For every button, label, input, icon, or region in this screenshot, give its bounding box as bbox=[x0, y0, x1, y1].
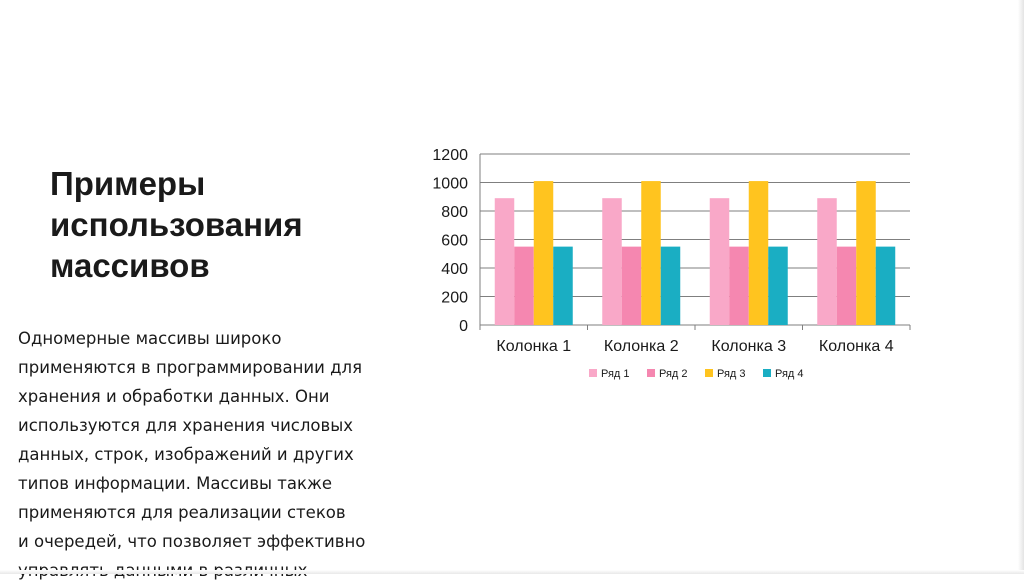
bar bbox=[836, 246, 857, 325]
x-tick-label: Колонка 2 bbox=[604, 338, 679, 355]
x-tick-label: Колонка 3 bbox=[711, 338, 786, 355]
y-tick-label: 600 bbox=[441, 233, 468, 250]
legend-swatch bbox=[763, 369, 771, 377]
slide-edge-shadow bbox=[1018, 0, 1024, 574]
bar bbox=[729, 246, 749, 325]
bar bbox=[817, 198, 837, 325]
chart-x-labels: Колонка 1 Колонка 2 Колонка 3 Колонка 4 bbox=[496, 338, 893, 355]
bar bbox=[641, 181, 661, 325]
bar bbox=[602, 198, 622, 325]
y-tick-label: 400 bbox=[441, 261, 468, 278]
y-tick-label: 200 bbox=[441, 290, 468, 307]
slide-title: Примеры использования массивов bbox=[50, 165, 303, 284]
bar bbox=[553, 246, 573, 325]
legend-swatch bbox=[705, 369, 713, 377]
bar bbox=[514, 246, 534, 325]
bar bbox=[768, 246, 788, 325]
legend-swatch bbox=[647, 369, 655, 377]
bar bbox=[660, 246, 681, 325]
chart-legend: Ряд 1 Ряд 2 Ряд 3 Ряд 4 bbox=[589, 368, 804, 380]
bar bbox=[748, 181, 769, 325]
slide-body-text: Одномерные массивы широко применяются в … bbox=[18, 329, 366, 580]
legend-label: Ряд 2 bbox=[659, 368, 688, 380]
chart-y-ticks: 0 200 400 600 800 1000 1200 bbox=[432, 147, 468, 335]
y-tick-label: 0 bbox=[459, 318, 468, 335]
bar bbox=[621, 246, 642, 325]
x-tick-label: Колонка 4 bbox=[819, 338, 894, 355]
bar bbox=[856, 181, 876, 325]
legend-label: Ряд 3 bbox=[717, 368, 746, 380]
bar-chart: 0 200 400 600 800 1000 1200 Колонка 1 Колонка 2… bbox=[432, 147, 911, 380]
chart-bars bbox=[494, 181, 896, 325]
legend-label: Ряд 1 bbox=[601, 368, 630, 380]
bar bbox=[709, 198, 730, 325]
bar bbox=[494, 198, 515, 325]
y-tick-label: 800 bbox=[441, 204, 468, 221]
bar bbox=[875, 246, 896, 325]
slide-bottom-shadow bbox=[0, 570, 1024, 574]
legend-swatch bbox=[589, 369, 597, 377]
y-tick-label: 1000 bbox=[432, 176, 468, 193]
y-tick-label: 1200 bbox=[432, 147, 468, 164]
bar bbox=[533, 181, 554, 325]
legend-label: Ряд 4 bbox=[775, 368, 804, 380]
x-tick-label: Колонка 1 bbox=[496, 338, 571, 355]
